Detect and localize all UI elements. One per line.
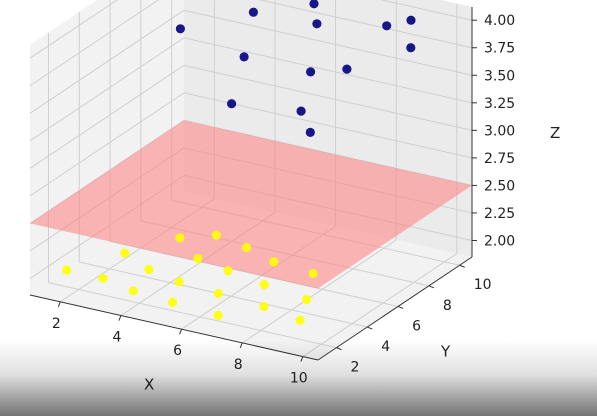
z-tick-label: 3.00: [484, 123, 515, 139]
data-point: [223, 266, 233, 276]
data-point: [213, 288, 223, 299]
z-tick-label: 4.00: [484, 13, 515, 29]
grid-line-x-floor: [302, 253, 458, 357]
data-point: [406, 43, 416, 53]
x-tick-mark: [239, 342, 243, 349]
x-tick-label: 2: [52, 316, 61, 332]
x-tick-mark: [300, 356, 304, 362]
x-tick-mark: [118, 315, 122, 321]
data-point: [175, 233, 185, 243]
y-tick-label: 6: [412, 318, 421, 334]
data-point: [211, 230, 221, 240]
data-point: [248, 7, 258, 17]
grid-line-y-floor: [48, 282, 337, 349]
data-point: [213, 310, 223, 320]
grid-line-z-back: [183, 64, 473, 131]
x-tick-label: 4: [112, 330, 121, 346]
x-tick-label: 10: [290, 371, 308, 387]
y-tick-mark: [428, 285, 435, 289]
x-tick-label: 8: [234, 357, 243, 373]
y-tick-label: 2: [351, 360, 360, 376]
z-plane: [30, 120, 472, 289]
data-point: [193, 253, 203, 264]
data-point: [296, 106, 306, 116]
grid-line-z-left: [29, 9, 185, 114]
y-tick-mark: [397, 305, 404, 309]
data-point: [308, 268, 318, 279]
data-point: [305, 127, 315, 137]
grid-line-z-left: [29, 92, 185, 197]
x-tick-label: 6: [173, 343, 182, 359]
y-tick-mark: [367, 326, 373, 330]
grid-line-z-left: [29, 0, 160, 87]
data-point: [306, 67, 316, 77]
data-point: [62, 265, 72, 275]
y-tick-mark: [336, 347, 342, 351]
grid-line-z-left: [29, 64, 185, 169]
data-point: [120, 248, 130, 258]
z-axis-label: Z: [550, 124, 560, 142]
data-point: [128, 286, 138, 296]
grid-line-z-left: [29, 37, 185, 142]
data-point: [312, 19, 322, 29]
data-point: [309, 0, 319, 9]
grid-line-z-back: [183, 9, 473, 76]
z-tick-label: 2.00: [484, 234, 515, 250]
data-point: [382, 21, 392, 31]
grid-line-z-left: [29, 0, 118, 59]
y-tick-label: 4: [381, 339, 390, 355]
points-below-plane: [62, 230, 318, 325]
data-point: [302, 295, 312, 305]
y-axis-label: Y: [440, 343, 451, 361]
x-tick-mark: [179, 329, 183, 335]
z-tick-label: 3.75: [484, 41, 515, 57]
data-point: [168, 297, 178, 307]
data-point: [259, 279, 269, 290]
data-point: [295, 315, 305, 325]
data-point: [242, 242, 252, 253]
grid-line-z-back: [258, 0, 473, 49]
z-tick-label: 2.25: [484, 206, 515, 222]
x-axis-label: X: [144, 376, 154, 394]
data-point: [259, 301, 269, 312]
z-tick-label: 2.50: [484, 178, 515, 194]
x-tick-mark: [57, 301, 61, 308]
data-point: [342, 64, 352, 74]
y-tick-label: 8: [443, 298, 452, 314]
data-point: [239, 52, 249, 62]
data-point: [98, 273, 108, 283]
y-tick-label: 10: [474, 277, 492, 293]
z-tick-label: 2.75: [484, 151, 515, 167]
data-point: [406, 15, 416, 25]
y-tick-mark: [459, 264, 465, 268]
data-point: [227, 99, 237, 109]
data-point: [174, 277, 184, 287]
grid-line-z-back: [380, 0, 473, 21]
data-point: [175, 24, 185, 34]
grid-line-z-back: [183, 37, 473, 104]
z-tick-label: 3.25: [484, 96, 515, 112]
grid-line-x-floor: [241, 239, 397, 344]
points-above-plane: [175, 0, 416, 137]
z-tick-label: 3.50: [484, 68, 515, 84]
z-plane-surface: [30, 120, 472, 289]
data-point: [144, 264, 154, 275]
grid-line-y-floor: [79, 261, 368, 328]
data-point: [269, 257, 279, 267]
